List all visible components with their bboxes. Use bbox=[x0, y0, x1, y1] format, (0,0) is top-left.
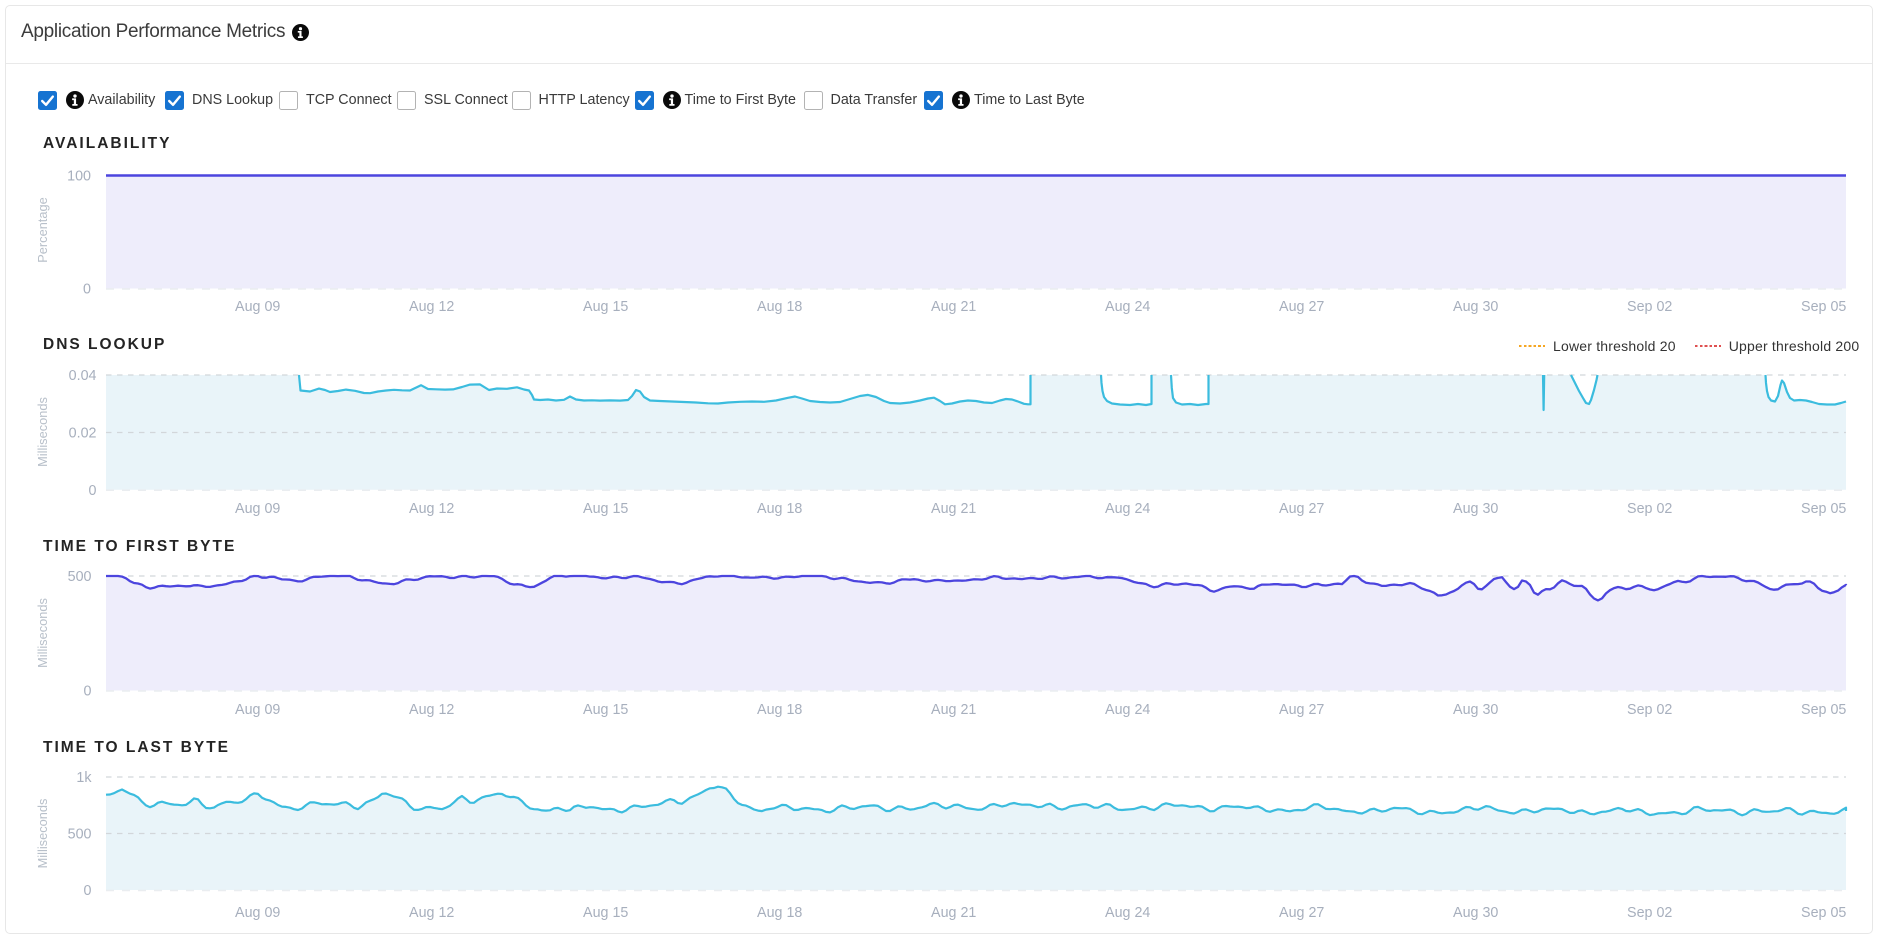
svg-text:0: 0 bbox=[84, 883, 92, 899]
svg-text:Sep 02: Sep 02 bbox=[1627, 702, 1672, 718]
svg-text:Aug 27: Aug 27 bbox=[1279, 299, 1324, 315]
svg-text:500: 500 bbox=[68, 827, 92, 843]
svg-text:Sep 05: Sep 05 bbox=[1801, 299, 1846, 315]
svg-text:Aug 30: Aug 30 bbox=[1453, 501, 1498, 517]
svg-text:Aug 18: Aug 18 bbox=[757, 299, 802, 315]
svg-text:Percentage: Percentage bbox=[35, 197, 50, 262]
svg-text:Aug 24: Aug 24 bbox=[1105, 702, 1150, 718]
svg-text:Aug 09: Aug 09 bbox=[235, 905, 280, 921]
svg-text:Sep 02: Sep 02 bbox=[1627, 501, 1672, 517]
svg-text:Aug 27: Aug 27 bbox=[1279, 501, 1324, 517]
svg-text:Aug 30: Aug 30 bbox=[1453, 299, 1498, 315]
svg-text:Sep 05: Sep 05 bbox=[1801, 905, 1846, 921]
svg-text:0.04: 0.04 bbox=[69, 368, 97, 384]
svg-text:Sep 05: Sep 05 bbox=[1801, 501, 1846, 517]
svg-text:Aug 15: Aug 15 bbox=[583, 299, 628, 315]
svg-text:Sep 02: Sep 02 bbox=[1627, 905, 1672, 921]
svg-text:Aug 21: Aug 21 bbox=[931, 702, 976, 718]
svg-text:Aug 24: Aug 24 bbox=[1105, 299, 1150, 315]
svg-text:Aug 12: Aug 12 bbox=[409, 501, 454, 517]
svg-text:Aug 12: Aug 12 bbox=[409, 299, 454, 315]
svg-text:Aug 27: Aug 27 bbox=[1279, 905, 1324, 921]
svg-text:Aug 15: Aug 15 bbox=[583, 501, 628, 517]
svg-text:Aug 09: Aug 09 bbox=[235, 299, 280, 315]
svg-text:1k: 1k bbox=[76, 770, 92, 786]
svg-text:Aug 18: Aug 18 bbox=[757, 905, 802, 921]
svg-text:Aug 09: Aug 09 bbox=[235, 501, 280, 517]
svg-text:Aug 15: Aug 15 bbox=[583, 905, 628, 921]
svg-text:0: 0 bbox=[84, 684, 92, 700]
svg-text:100: 100 bbox=[67, 169, 91, 185]
svg-text:0.02: 0.02 bbox=[69, 426, 97, 442]
svg-text:Aug 21: Aug 21 bbox=[931, 905, 976, 921]
svg-text:Aug 24: Aug 24 bbox=[1105, 501, 1150, 517]
svg-text:Aug 21: Aug 21 bbox=[931, 299, 976, 315]
svg-text:Sep 02: Sep 02 bbox=[1627, 299, 1672, 315]
svg-text:Aug 18: Aug 18 bbox=[757, 702, 802, 718]
svg-text:Aug 24: Aug 24 bbox=[1105, 905, 1150, 921]
svg-text:Aug 27: Aug 27 bbox=[1279, 702, 1324, 718]
svg-text:Sep 05: Sep 05 bbox=[1801, 702, 1846, 718]
svg-text:Aug 09: Aug 09 bbox=[235, 702, 280, 718]
svg-text:Aug 12: Aug 12 bbox=[409, 702, 454, 718]
svg-text:Milliseconds: Milliseconds bbox=[35, 397, 50, 467]
svg-text:Aug 21: Aug 21 bbox=[931, 501, 976, 517]
svg-text:Aug 18: Aug 18 bbox=[757, 501, 802, 517]
svg-text:0: 0 bbox=[83, 282, 91, 298]
svg-text:Milliseconds: Milliseconds bbox=[35, 598, 50, 668]
svg-text:500: 500 bbox=[68, 569, 92, 585]
svg-text:Milliseconds: Milliseconds bbox=[35, 799, 50, 869]
svg-text:0: 0 bbox=[89, 483, 97, 499]
svg-text:Aug 12: Aug 12 bbox=[409, 905, 454, 921]
svg-text:Aug 30: Aug 30 bbox=[1453, 702, 1498, 718]
svg-text:Aug 15: Aug 15 bbox=[583, 702, 628, 718]
svg-text:Aug 30: Aug 30 bbox=[1453, 905, 1498, 921]
